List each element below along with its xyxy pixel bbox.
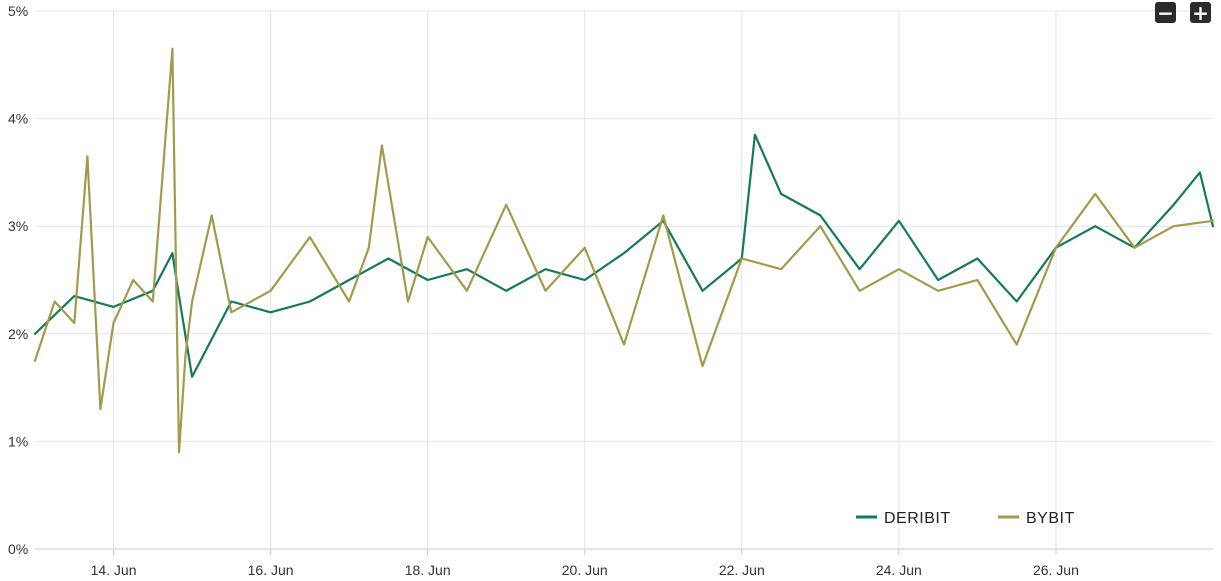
legend-label-deribit: DERIBIT [884,510,951,527]
series-layer [33,47,1215,454]
axes: 0% 1% 2% 3% 4% 5% 14. Jun 16. Jun 18. Jun 20. Jun… [8,3,1079,578]
series-line-bybit[interactable] [33,47,1215,454]
x-tick-label: 18. Jun [405,562,451,578]
y-tick-label: 1% [8,433,28,449]
zoom-out-button[interactable]: − [1155,2,1176,23]
legend-label-bybit: BYBIT [1026,510,1075,527]
legend: DERIBIT BYBIT [856,510,1075,527]
x-tick-label: 24. Jun [876,562,922,578]
x-tick-label: 26. Jun [1033,562,1079,578]
y-tick-label: 3% [8,218,28,234]
y-tick-label: 5% [8,3,28,19]
x-tick-label: 20. Jun [562,562,608,578]
zoom-in-button[interactable]: + [1190,2,1211,23]
x-tick-label: 14. Jun [91,562,137,578]
y-tick-label: 2% [8,326,28,342]
grid [35,10,1213,550]
x-tick-label: 22. Jun [719,562,765,578]
y-tick-label: 0% [8,541,28,557]
x-tick-label: 16. Jun [248,562,294,578]
legend-item-bybit[interactable]: BYBIT [998,510,1075,527]
legend-item-deribit[interactable]: DERIBIT [856,510,951,527]
series-line-deribit[interactable] [33,133,1215,378]
y-tick-label: 4% [8,111,28,127]
